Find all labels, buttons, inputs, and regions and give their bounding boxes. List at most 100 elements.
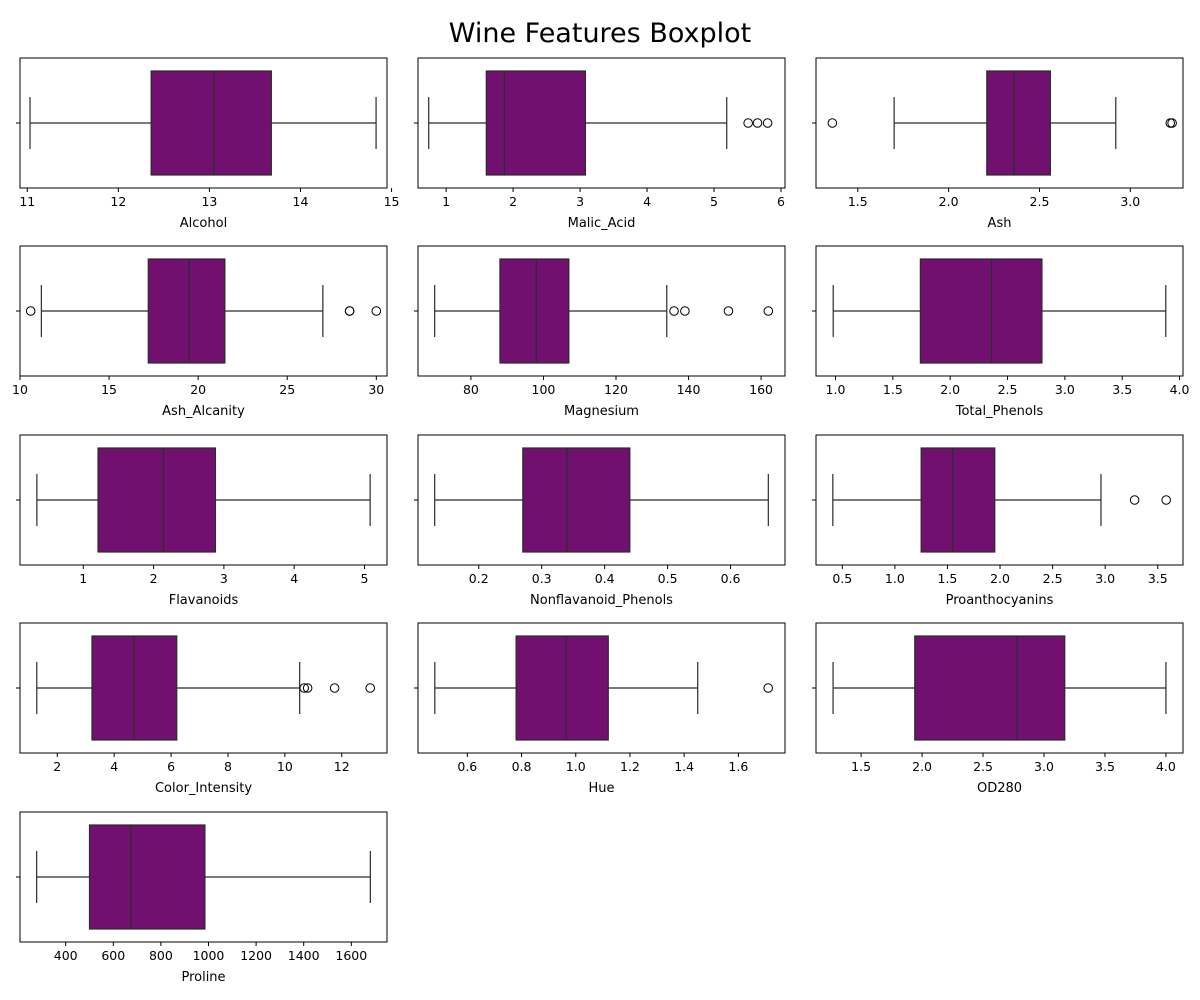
x-tick-label: 4 [290, 571, 298, 586]
x-tick-label: 15 [101, 382, 117, 397]
x-tick-label: 1.4 [674, 759, 694, 774]
outlier-point [763, 683, 773, 693]
x-axis-label: OD280 [977, 781, 1022, 796]
iqr-box [914, 635, 1066, 741]
x-tick-label: 1600 [335, 948, 367, 963]
x-tick-label: 3.0 [1095, 571, 1115, 586]
x-tick-label: 3.5 [1112, 382, 1132, 397]
x-axis-label: Total_Phenols [955, 404, 1044, 419]
axes-frame [815, 245, 1184, 377]
x-tick-label: 10 [277, 759, 293, 774]
subplot-alcohol: 11 12 13 14 15 Alcohol [16, 57, 400, 231]
x-axis-label: Hue [588, 781, 614, 796]
axes-frame [417, 622, 786, 754]
x-tick-label: 0.3 [532, 571, 552, 586]
outlier-point [1167, 118, 1177, 128]
x-tick-label: 1.6 [728, 759, 748, 774]
x-tick-label: 160 [749, 382, 773, 397]
x-tick-label: 2.5 [998, 382, 1018, 397]
x-tick-label: 13 [201, 194, 217, 209]
outlier-point [1165, 118, 1176, 128]
subplot-od280: 1.5 2.0 2.5 3.0 3.5 4.0 OD280 [812, 622, 1184, 796]
subplot-malic_acid: 1 2 3 4 5 6 Malic_Acid [414, 57, 786, 231]
x-tick-label: 0.2 [469, 571, 489, 586]
subplot-proanthocyanins: 0.5 1.0 1.5 2.0 2.5 3.0 3.5 Proanthocyanins [812, 434, 1184, 608]
iqr-box [147, 258, 226, 364]
x-tick-label: 2.0 [940, 382, 960, 397]
x-tick-label: 1.0 [566, 759, 586, 774]
iqr-box [522, 447, 631, 553]
iqr-box [97, 447, 217, 553]
x-tick-label: 2 [150, 571, 158, 586]
axes-frame [815, 622, 1184, 754]
figure-title: Wine Features Boxplot [449, 18, 752, 49]
x-tick-label: 3.5 [1148, 571, 1168, 586]
x-axis-label: Color_Intensity [155, 781, 252, 796]
x-tick-label: 0.4 [595, 571, 615, 586]
outlier-point [752, 118, 763, 128]
outlier-point [763, 306, 774, 316]
axes-frame [417, 57, 786, 189]
axes-frame [19, 622, 388, 754]
subplot-flavanoids: 1 2 3 4 5 Flavanoids [16, 434, 388, 608]
outlier-point [680, 306, 690, 316]
x-tick-label: 30 [368, 382, 384, 397]
x-tick-label: 2.5 [973, 759, 993, 774]
x-tick-label: 8 [224, 759, 232, 774]
subplot-hue: 0.6 0.8 1.0 1.2 1.4 1.6 Hue [414, 622, 786, 796]
x-tick-label: 5 [361, 571, 369, 586]
x-tick-label: 12 [110, 194, 126, 209]
x-tick-label: 4 [110, 759, 118, 774]
x-tick-label: 1 [79, 571, 87, 586]
x-axis-label: Malic_Acid [568, 216, 636, 231]
subplot-ash: 1.5 2.0 2.5 3.0 Ash [812, 57, 1184, 231]
x-tick-label: 80 [463, 382, 479, 397]
subplot-proline: 400 600 800 1000 1200 1400 1600 Proline [16, 811, 388, 985]
outlier-point [302, 683, 313, 693]
x-tick-label: 100 [532, 382, 556, 397]
outlier-point [1161, 495, 1171, 505]
x-tick-label: 1200 [240, 948, 272, 963]
x-tick-label: 25 [279, 382, 295, 397]
iqr-box [499, 258, 570, 364]
x-tick-label: 140 [677, 382, 701, 397]
subplot-color_intensity: 2 4 6 8 10 12 Color_Intensity [16, 622, 388, 796]
x-tick-label: 3.0 [1055, 382, 1075, 397]
axes-frame [815, 57, 1184, 189]
x-tick-label: 600 [101, 948, 125, 963]
iqr-box [920, 447, 996, 553]
x-tick-label: 1.5 [851, 759, 871, 774]
x-axis-label: Ash [988, 216, 1012, 231]
axes-frame [19, 245, 388, 377]
x-tick-label: 12 [334, 759, 350, 774]
x-tick-label: 1.2 [620, 759, 640, 774]
x-tick-label: 2.0 [912, 759, 932, 774]
x-tick-label: 2.5 [1030, 194, 1050, 209]
x-tick-label: 3.0 [1120, 194, 1140, 209]
outlier-point [365, 683, 376, 693]
iqr-box [919, 258, 1043, 364]
x-tick-label: 1.5 [938, 571, 958, 586]
x-tick-label: 0.5 [832, 571, 852, 586]
iqr-box [485, 70, 587, 176]
x-tick-label: 2 [509, 194, 517, 209]
x-tick-label: 0.8 [512, 759, 532, 774]
x-tick-label: 3.5 [1095, 759, 1115, 774]
x-tick-label: 14 [293, 194, 309, 209]
x-tick-label: 2 [53, 759, 61, 774]
x-tick-label: 5 [710, 194, 718, 209]
outlier-point [299, 683, 310, 693]
x-tick-label: 2.0 [939, 194, 959, 209]
axes-frame [417, 434, 786, 566]
outlier-point [743, 118, 753, 128]
outlier-point [1129, 495, 1140, 505]
subplot-ash_alcanity: 10 15 20 25 30 Ash_Alcanity [12, 245, 388, 419]
x-tick-label: 1.0 [885, 571, 905, 586]
x-tick-label: 11 [19, 194, 35, 209]
iqr-box [88, 824, 206, 930]
x-tick-label: 120 [604, 382, 628, 397]
x-axis-label: Magnesium [564, 404, 639, 419]
iqr-box [150, 70, 272, 176]
